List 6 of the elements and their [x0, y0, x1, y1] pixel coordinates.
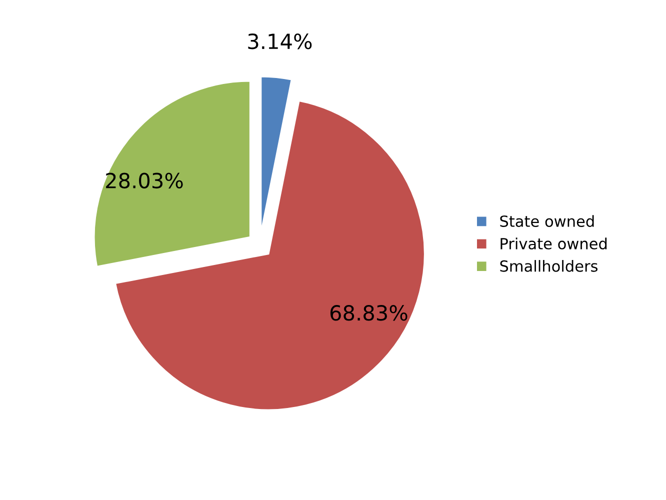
data-label: 28.03% — [106, 172, 183, 188]
data-label: 68.83% — [330, 305, 408, 321]
data-label: 3.14% — [248, 33, 312, 50]
legend-label: Smallholders — [500, 260, 598, 272]
legend-label: Private owned — [500, 238, 607, 250]
legend-label: State owned — [500, 215, 594, 228]
